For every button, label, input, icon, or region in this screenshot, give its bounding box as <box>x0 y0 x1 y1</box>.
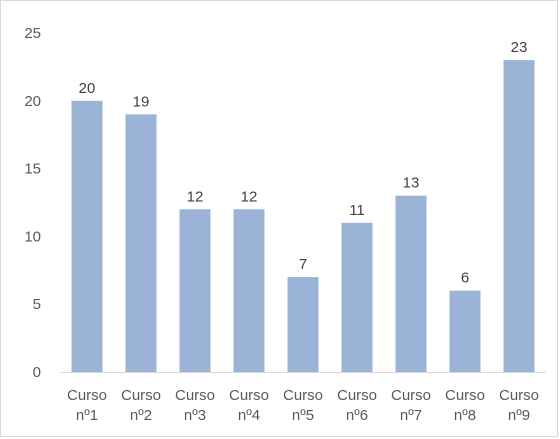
y-tick-label: 25 <box>24 25 41 42</box>
category-label: Curso <box>121 387 161 404</box>
category-label: Curso <box>499 387 539 404</box>
y-tick-label: 20 <box>24 93 41 110</box>
bar <box>503 60 535 373</box>
bar <box>341 222 373 372</box>
category-label: nº7 <box>400 407 422 424</box>
data-labels: 20 19 12 12 7 11 13 6 23 <box>79 39 528 287</box>
data-label: 20 <box>79 80 96 97</box>
category-label: Curso <box>391 387 431 404</box>
data-label: 7 <box>299 256 307 273</box>
category-label: nº4 <box>238 407 260 424</box>
category-label: nº2 <box>130 407 152 424</box>
category-label: Curso <box>229 387 269 404</box>
data-label: 6 <box>461 270 469 287</box>
bar <box>395 195 427 372</box>
y-axis-ticks: 0 5 10 15 20 25 <box>24 25 41 381</box>
bar <box>71 100 103 373</box>
category-labels: Curso nº1 Curso nº2 Curso nº3 Curso nº4 Curso nº5… <box>67 387 539 424</box>
data-label: 23 <box>511 39 528 56</box>
category-label: nº9 <box>508 407 530 424</box>
category-label: Curso <box>445 387 485 404</box>
data-label: 19 <box>133 93 150 110</box>
category-label: Curso <box>283 387 323 404</box>
category-label: nº1 <box>76 407 98 424</box>
category-label: Curso <box>67 387 107 404</box>
y-tick-label: 0 <box>33 364 41 381</box>
category-label: Curso <box>337 387 377 404</box>
category-label: nº5 <box>292 407 314 424</box>
category-label: nº3 <box>184 407 206 424</box>
bar <box>125 114 157 373</box>
y-tick-label: 15 <box>24 161 41 178</box>
bar <box>287 277 319 372</box>
data-label: 13 <box>403 175 420 192</box>
data-label: 12 <box>241 188 258 205</box>
bar-series <box>71 60 535 373</box>
data-label: 11 <box>349 202 365 219</box>
category-label: Curso <box>175 387 215 404</box>
bar <box>179 209 211 372</box>
y-tick-label: 10 <box>24 228 41 245</box>
bar <box>233 209 265 372</box>
category-label: nº8 <box>454 407 476 424</box>
y-tick-label: 5 <box>33 296 41 313</box>
bar <box>449 290 481 372</box>
data-label: 12 <box>187 188 204 205</box>
category-label: nº6 <box>346 407 368 424</box>
